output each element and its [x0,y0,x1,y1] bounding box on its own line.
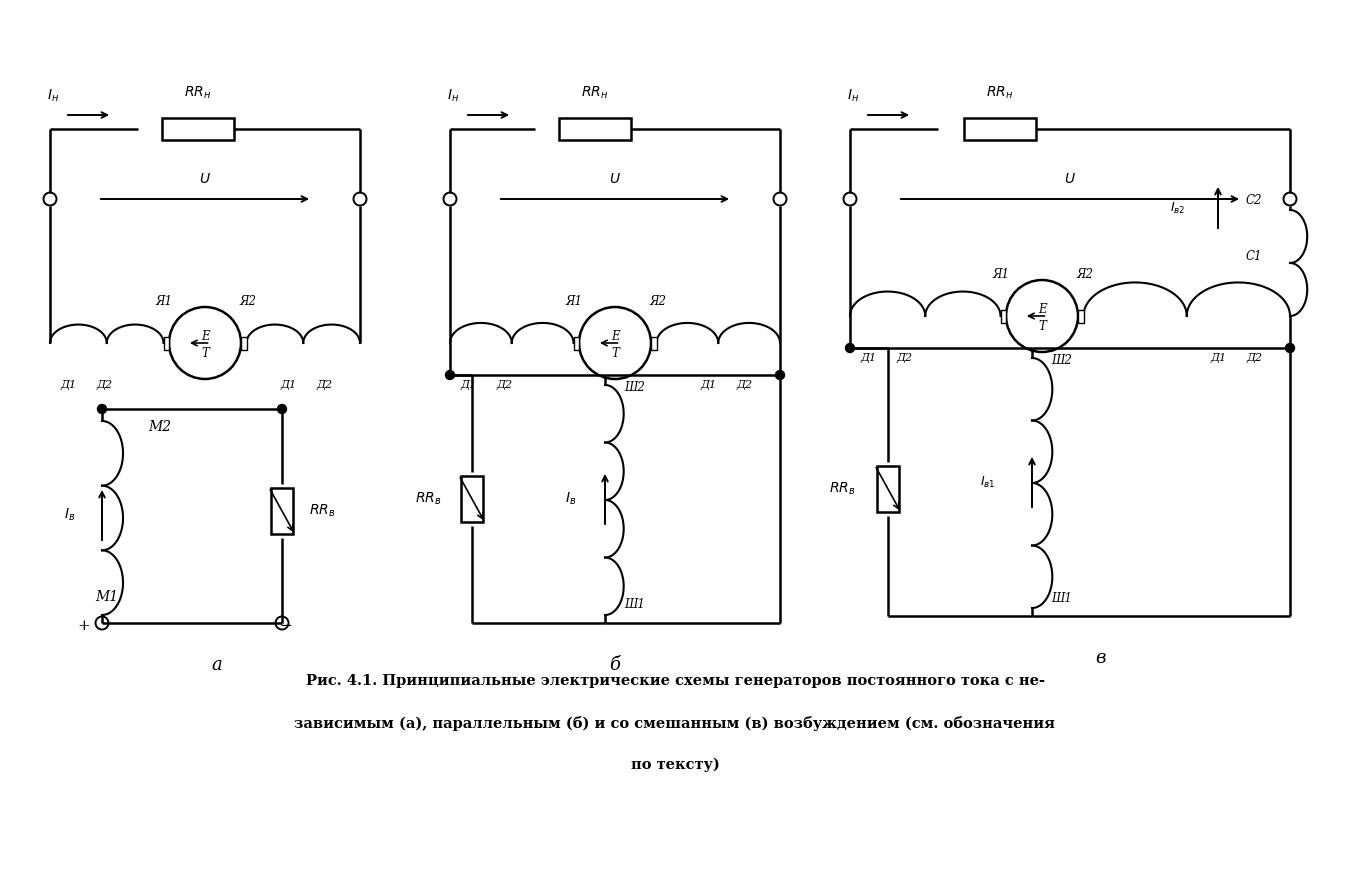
Bar [163,336,169,349]
Text: $I_н$: $I_н$ [447,88,459,105]
Text: Ш1: Ш1 [625,598,645,611]
Bar [162,118,234,140]
Text: Ш2: Ш2 [625,381,645,394]
Text: Я2: Я2 [649,294,667,307]
Bar [242,336,247,349]
Text: Д2: Д2 [495,380,512,390]
Text: Я1: Я1 [992,267,1010,280]
Text: $RR_в$: $RR_в$ [414,490,441,507]
Bar [574,336,579,349]
Text: Я2: Я2 [239,294,256,307]
Text: $I_в$: $I_в$ [566,490,576,507]
Text: $I_в$: $I_в$ [65,507,76,523]
Text: $RR_в$: $RR_в$ [829,481,856,497]
Text: С2: С2 [1246,193,1262,206]
Text: а: а [212,656,223,674]
Text: Д1: Д1 [59,380,76,390]
Text: $RR_в$: $RR_в$ [309,503,335,519]
Text: Ш1: Ш1 [1052,591,1072,604]
Text: Д2: Д2 [736,380,752,390]
Bar [559,118,630,140]
Text: Рис. 4.1. Принципиальные электрические схемы генераторов постоянного тока с не-: Рис. 4.1. Принципиальные электрические с… [305,674,1045,688]
Text: б: б [609,656,621,674]
Bar [878,466,899,512]
Text: в: в [1095,649,1106,667]
Circle shape [1285,343,1295,353]
Text: Д2: Д2 [1246,353,1262,363]
Text: $RR_н$: $RR_н$ [987,84,1014,101]
Bar [1079,309,1084,322]
Text: Д2: Д2 [316,380,332,390]
Text: M2: M2 [148,420,171,434]
Circle shape [446,370,455,380]
Text: Д1: Д1 [1210,353,1226,363]
Circle shape [845,343,855,353]
Text: T: T [612,347,618,360]
Circle shape [278,404,286,414]
Circle shape [775,370,784,380]
Text: $I_н$: $I_н$ [47,88,59,105]
Text: M1: M1 [96,590,119,604]
Text: Д1: Д1 [860,353,876,363]
Text: Д2: Д2 [896,353,913,363]
Text: Я2: Я2 [1076,267,1094,280]
Text: $U$: $U$ [609,172,621,186]
Text: E: E [610,330,620,343]
Bar [964,118,1035,140]
Bar [460,476,483,522]
Text: $RR_н$: $RR_н$ [185,84,212,101]
Text: $I_{в2}$: $I_{в2}$ [1170,200,1185,215]
Text: Я1: Я1 [566,294,582,307]
Text: T: T [1038,320,1046,333]
Bar [1000,309,1006,322]
Text: Я1: Я1 [155,294,173,307]
Text: $RR_н$: $RR_н$ [582,84,609,101]
Bar [651,336,656,349]
Text: E: E [201,330,209,343]
Text: $I_{в1}$: $I_{в1}$ [980,475,996,490]
Text: Ш2: Ш2 [1052,354,1072,367]
Text: Д1: Д1 [279,380,296,390]
Bar [271,488,293,534]
Text: по тексту): по тексту) [630,758,720,773]
Text: −: − [279,619,293,633]
Text: Д2: Д2 [96,380,112,390]
Text: $I_н$: $I_н$ [846,88,859,105]
Text: Д1: Д1 [460,380,477,390]
Circle shape [97,404,107,414]
Text: $U$: $U$ [198,172,211,186]
Text: С1: С1 [1246,249,1262,262]
Text: зависимым (а), параллельным (б) и со смешанным (в) возбуждением (см. обозначения: зависимым (а), параллельным (б) и со сме… [294,715,1056,731]
Text: +: + [78,619,90,633]
Text: T: T [201,347,209,360]
Text: $U$: $U$ [1064,172,1076,186]
Text: E: E [1038,303,1046,316]
Text: Д1: Д1 [699,380,716,390]
